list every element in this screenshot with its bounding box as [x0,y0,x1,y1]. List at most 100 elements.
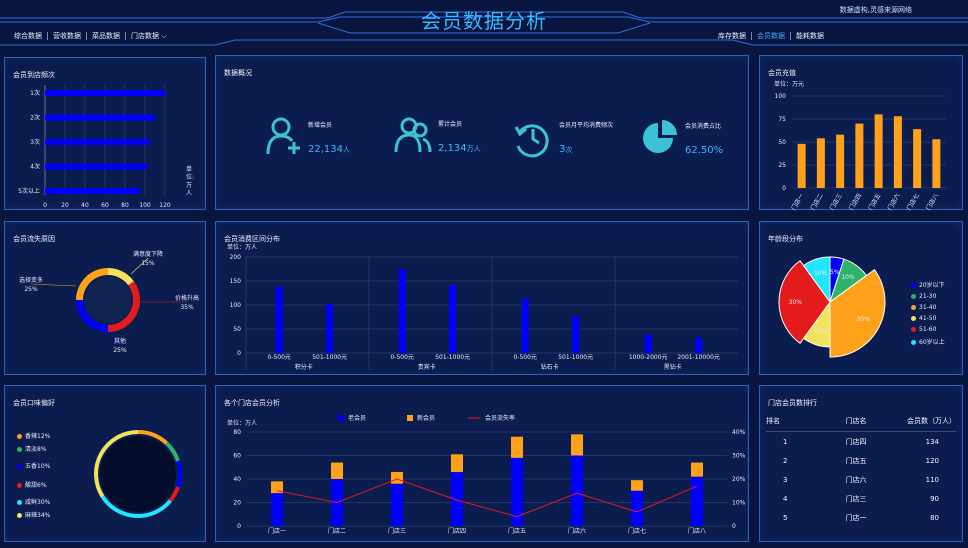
consume-y-tick: 200 [230,254,242,261]
stores-x-tick: 门店三 [388,527,406,535]
taste-center [100,436,176,512]
total-members-value: 2,134 [438,143,467,154]
visit-category-label: 4次 [30,163,40,171]
taste-preference-chart [93,430,182,518]
age-slice-label: 35% [857,316,871,323]
visit-category-label: 3次 [30,138,40,146]
top-header: 会员数据分析 数据虚构,灵感来源网络 [0,0,968,50]
consume-bar [275,286,283,353]
consumption-share-label: 会员消费占比 [685,123,722,130]
taste-slice [138,430,169,445]
consume-bar [449,284,457,353]
taste-legend-item: 咸鲜30% [17,497,50,506]
rank-row: 4 门店三 90 [766,489,956,508]
total-members-icon [394,117,432,153]
nav-dishes[interactable]: 菜品数据 [87,32,126,40]
new-members-value: 22,134 [308,144,343,155]
age-legend-item: 31-40 [911,304,945,311]
stores-member-chart: 0 0 20 10% 40 20% 60 30% 80 40% 门店一 门店二 门店三 门店四 门店五 门店六… [233,414,746,535]
age-legend-item: 20岁以下 [911,280,945,289]
taste-slice [100,495,172,518]
consume-x-tick: 0-500元 [390,354,413,361]
stores-x-tick: 门店一 [268,527,286,535]
loss-slice [108,268,134,286]
loss-label: 价格升高 [175,294,199,302]
visit-unit-label: 单 位: 万 人 [186,166,195,197]
visit-bar [45,139,150,145]
nav-inventory[interactable]: 库存数据 [713,32,752,40]
nav-revenue[interactable]: 营收数据 [48,32,87,40]
rank-store: 门店一 [845,513,867,522]
rank-col-rank: 排名 [766,417,780,425]
consumption-share-value: 62.50% [685,145,724,156]
visit-bar [45,163,147,170]
visit-bar [45,90,165,96]
stores-new-member-bar [331,462,343,479]
stores-x-tick: 门店四 [448,527,466,535]
age-legend-item: 60岁以上 [911,337,945,346]
rank-members: 110 [925,475,939,484]
loss-label: 选择变多 [19,276,43,284]
recharge-y-tick: 75 [778,116,786,123]
nav-members[interactable]: 会员数据 [752,32,791,40]
visit-x-tick: 100 [139,202,151,209]
loss-slice [76,268,108,300]
recharge-x-tick: 门店七 [905,192,921,212]
recharge-bar [855,123,864,188]
stores-x-tick: 门店七 [628,527,646,535]
consume-x-tick: 501-1000元 [558,354,593,361]
loss-leader-line [130,257,149,275]
loss-reasons-chart: 满意度下降 15% 价格升高 35% 其他 25% 选择变多 25% [19,250,199,354]
loss-leader-line [102,329,121,346]
rank-row: 2 门店五 120 [766,451,956,470]
pie-share-icon [643,120,677,153]
recharge-x-tick: 门店四 [847,192,863,212]
consume-bar [326,304,334,353]
nav-stores[interactable]: 门店数据 ⌵ [131,32,167,40]
consume-y-tick: 50 [233,326,241,333]
loss-label: 其他 [114,337,126,345]
metric-total-members: 累计会员 2,134万人 [394,117,481,157]
loss-percent: 15% [141,260,155,267]
rank-number: 1 [783,437,788,446]
age-legend-item: 41-50 [911,315,945,322]
consume-card-label: 钻石卡 [541,363,559,371]
stores-x-tick: 门店八 [688,527,706,535]
visit-frequency-chart: 0 20 40 60 80 100 120 1次 2次 3次 4次 5次以上 [18,85,171,209]
loss-percent: 25% [24,286,38,293]
nav-comprehensive[interactable]: 综合数据 [9,32,48,40]
age-distribution-chart: 5%10%35%10%30%10% [778,256,886,358]
stores-title: 各个门店会员分析 [224,399,280,407]
recharge-x-tick: 门店六 [886,192,902,212]
stores-y2-tick: 10% [732,500,746,507]
nav-energy[interactable]: 能耗数据 [796,32,824,40]
consume-y-tick: 0 [237,350,241,357]
age-slice-label: 10% [814,328,828,335]
rank-members: 134 [925,437,939,446]
recharge-y-tick: 25 [778,162,786,169]
loss-slice [76,300,108,332]
overview-panel: 数据概况 新增会员 22,134人 累计会员 2,134万人 [215,55,749,210]
consume-bar [521,298,529,353]
overview-title: 数据概况 [224,69,252,77]
stores-y2-tick: 30% [732,453,746,460]
consume-title: 会员消费区间分布 [224,235,280,243]
taste-legend-item: 麻辣34% [17,510,50,519]
age-slice [778,260,831,344]
age-slice-label: 10% [814,270,828,277]
visit-x-tick: 20 [61,202,69,209]
rank-panel: 门店会员数排行 排名 门店名 会员数（万人） 1 门店四 134 2 门店五 120 3 门店… [759,385,963,542]
taste-slice [93,430,138,498]
consume-bar [644,334,652,353]
stores-y-tick: 40 [233,476,241,483]
stores-old-member-bar [571,455,583,526]
consume-bar [398,269,406,353]
rank-store: 门店六 [845,475,867,484]
taste-legend-item: 香辣12% [17,431,50,440]
recharge-bar [836,134,845,188]
visit-frequency-panel: 会员到店频次 0 20 40 60 80 100 120 1次 2次 3次 4次 5次以上 单 位: … [4,57,206,210]
taste-slice [165,441,180,462]
rank-store: 门店四 [845,437,867,446]
consume-unit-label: 单位：万人 [227,244,258,251]
age-legend-item: 21-30 [911,293,945,300]
